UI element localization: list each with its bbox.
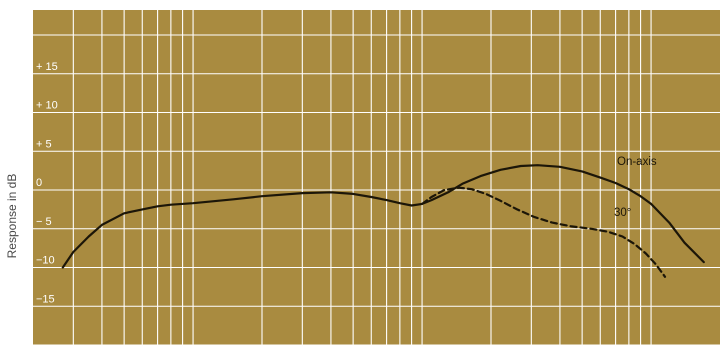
x-tick-label: 10,000 — [634, 347, 668, 359]
x-tick-label: 1000 — [410, 347, 434, 359]
grid-lines — [33, 10, 720, 346]
series-line-30-degree — [421, 186, 667, 278]
y-tick-label: + 5 — [36, 138, 52, 150]
x-tick-labels: 100 1000 10,000 — [184, 347, 668, 359]
y-tick-label: −10 — [36, 255, 55, 267]
y-tick-labels: + 15 + 10 + 5 0 − 5 −10 −15 — [36, 61, 58, 306]
plot-background — [33, 10, 720, 345]
y-tick-label: −15 — [36, 293, 55, 305]
x-tick-label: 100 — [184, 347, 202, 359]
x-axis-label: Frequency in Hz — [300, 345, 387, 359]
series-layer — [61, 164, 705, 278]
y-tick-label: + 10 — [36, 100, 58, 112]
y-tick-label: − 5 — [36, 216, 52, 228]
y-axis-label: Response in dB — [5, 174, 19, 259]
series-line-on-axis — [61, 164, 705, 269]
series-label-30-degree: 30° — [614, 207, 631, 219]
y-tick-label: + 15 — [36, 61, 58, 73]
y-tick-label: 0 — [36, 177, 42, 189]
series-label-on-axis: On-axis — [617, 156, 657, 168]
